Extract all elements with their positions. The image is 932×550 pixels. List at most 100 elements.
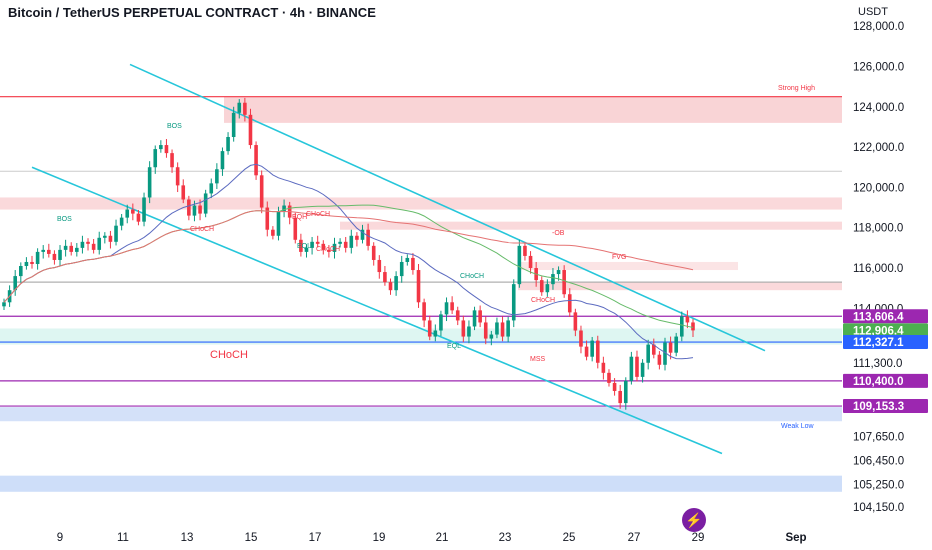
candle-body bbox=[254, 145, 258, 176]
x-tick-label: 13 bbox=[181, 532, 194, 544]
annotation-label: CHoCH bbox=[460, 273, 484, 280]
annotation-label: Weak Low bbox=[781, 423, 814, 430]
price-tag bbox=[843, 323, 928, 338]
candle-body bbox=[19, 266, 23, 277]
candle-body bbox=[310, 241, 314, 248]
x-tick-label: 23 bbox=[499, 532, 512, 544]
candle-body bbox=[646, 344, 650, 363]
candle-body bbox=[618, 390, 622, 404]
price-tag-label: 110,400.0 bbox=[853, 376, 904, 388]
candle-body bbox=[450, 302, 454, 311]
candle-body bbox=[511, 284, 516, 321]
candle-body bbox=[427, 320, 432, 337]
candle-body bbox=[52, 253, 57, 260]
annotation-label: BOS bbox=[167, 123, 182, 130]
candle-body bbox=[192, 205, 197, 216]
candle-body bbox=[293, 217, 298, 240]
candle-body bbox=[405, 257, 410, 262]
candle-body bbox=[97, 237, 102, 250]
candle-body bbox=[170, 153, 174, 168]
candle-body bbox=[80, 241, 85, 248]
candle-body bbox=[495, 322, 499, 335]
price-scale-label: 107,650.0 bbox=[853, 431, 904, 443]
candle-body bbox=[607, 372, 611, 383]
candle-body bbox=[411, 257, 415, 271]
candle-body bbox=[159, 145, 163, 150]
zone-2 bbox=[340, 221, 842, 230]
candle-body bbox=[651, 344, 656, 355]
candle-body bbox=[506, 320, 510, 337]
candle-body bbox=[243, 102, 247, 115]
candle-body bbox=[265, 207, 270, 230]
price-tag bbox=[843, 399, 928, 414]
candle-body bbox=[304, 247, 309, 252]
channel-upper bbox=[129, 63, 766, 352]
x-tick-label: 15 bbox=[245, 532, 258, 544]
annotation-label: CHoCH bbox=[306, 211, 330, 218]
zone-5 bbox=[0, 328, 842, 345]
candle-body bbox=[131, 209, 135, 214]
price-scale-label: 126,000.0 bbox=[853, 61, 904, 73]
candle-body bbox=[282, 205, 286, 212]
candle-body bbox=[13, 276, 18, 291]
candle-body bbox=[679, 316, 684, 337]
price-scale-label: 104,150.0 bbox=[853, 502, 904, 514]
candle-body bbox=[539, 280, 544, 293]
candle-body bbox=[612, 382, 617, 391]
candle-body bbox=[30, 261, 34, 264]
candle-body bbox=[271, 229, 275, 236]
candle-body bbox=[360, 229, 365, 240]
zone-1 bbox=[0, 197, 842, 210]
x-tick-label: 11 bbox=[117, 532, 129, 544]
candle-body bbox=[343, 241, 348, 248]
price-scale-label: 106,450.0 bbox=[853, 456, 904, 468]
candle-body bbox=[86, 241, 90, 244]
candle-body bbox=[584, 346, 589, 357]
candle-body bbox=[248, 114, 253, 146]
candle-body bbox=[209, 183, 214, 194]
candle-body bbox=[187, 199, 191, 216]
candle-body bbox=[601, 362, 606, 373]
candle-body bbox=[623, 380, 628, 404]
candle-body bbox=[478, 310, 482, 323]
candle-body bbox=[259, 175, 264, 208]
candle-body bbox=[562, 270, 566, 295]
price-tag-label: 112,327.1 bbox=[853, 337, 904, 349]
price-scale-label: 116,000.0 bbox=[853, 263, 903, 275]
annotation-label: CHoCH bbox=[210, 349, 248, 361]
candle-body bbox=[595, 340, 600, 363]
price-scale-label: 118,000.0 bbox=[853, 223, 903, 235]
candle-body bbox=[203, 193, 208, 214]
candle-body bbox=[467, 326, 471, 337]
candle-body bbox=[551, 274, 555, 285]
candle-body bbox=[366, 229, 370, 246]
candle-body bbox=[276, 211, 281, 236]
price-scale-label: 105,250.0 bbox=[853, 480, 904, 492]
candle-body bbox=[691, 322, 695, 331]
candle-body bbox=[517, 245, 522, 285]
candle-body bbox=[332, 243, 337, 252]
candle-body bbox=[315, 241, 320, 244]
candle-body bbox=[181, 185, 186, 200]
annotation-label: Strong High bbox=[778, 85, 815, 92]
price-tag bbox=[843, 373, 928, 388]
price-tag bbox=[843, 335, 928, 350]
price-tag-label: 112,906.4 bbox=[853, 325, 904, 337]
candle-body bbox=[383, 272, 387, 283]
candle-body bbox=[35, 251, 40, 264]
candle-body bbox=[63, 245, 68, 250]
candle-body bbox=[142, 197, 146, 222]
x-tick-label: 17 bbox=[309, 532, 322, 544]
annotation-label: EQL bbox=[447, 343, 461, 350]
candle-body bbox=[635, 356, 639, 377]
x-tick-label: Sep bbox=[785, 532, 806, 544]
annotation-label: CHoCH bbox=[190, 226, 214, 233]
lightning-bolt-icon[interactable]: ⚡ bbox=[682, 508, 706, 532]
candle-body bbox=[355, 235, 359, 240]
candle-body bbox=[114, 225, 118, 242]
zone-6 bbox=[0, 407, 842, 422]
candle-body bbox=[226, 136, 230, 152]
candle-body bbox=[237, 102, 242, 113]
ma-20 bbox=[3, 163, 694, 360]
